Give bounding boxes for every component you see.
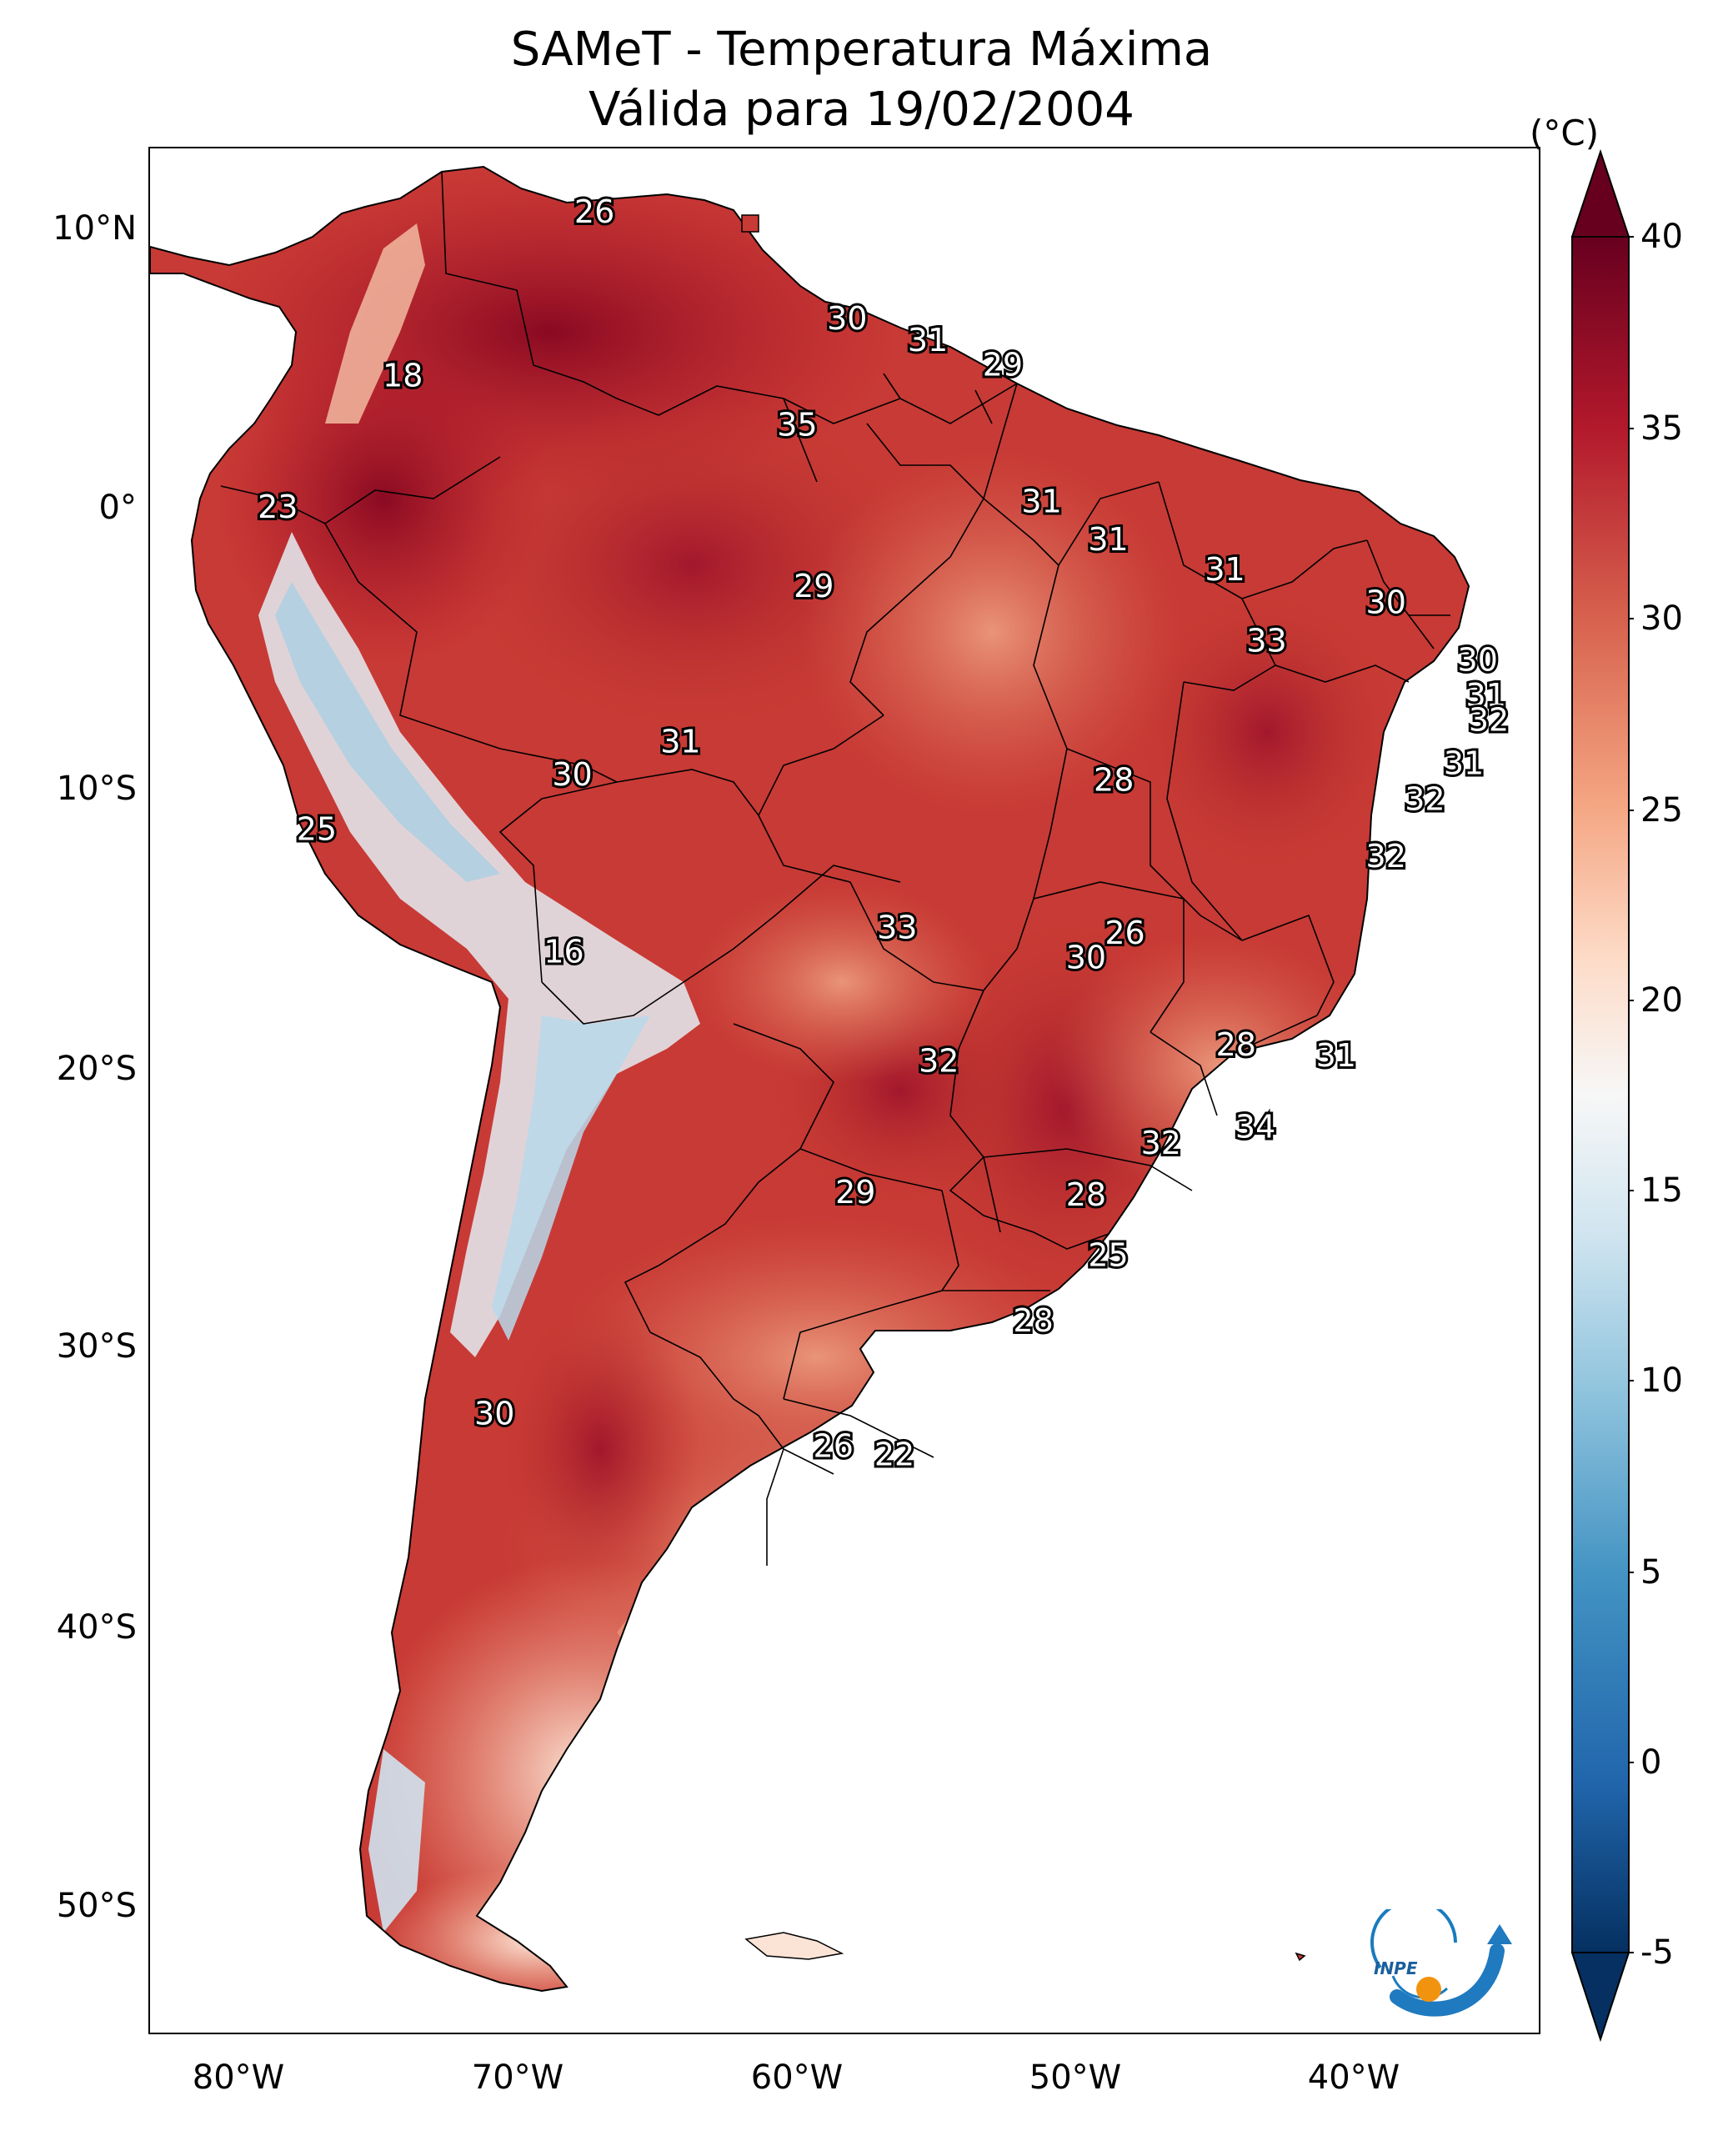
inpe-logo: INPE [1370, 1909, 1512, 2017]
station-value-label: 32 [1141, 1125, 1181, 1161]
station-value-label: 32 [919, 1043, 959, 1080]
station-value-label: 31 [1205, 551, 1245, 588]
station-value-label: 34 [1235, 1108, 1275, 1145]
station-value-label: 28 [1094, 761, 1134, 798]
colorbar-tick-40: 40 [1640, 218, 1683, 256]
lat-label-20S: 20°S [56, 1050, 137, 1088]
station-value-label: 25 [297, 810, 337, 847]
station-value-label: 30 [827, 300, 867, 337]
station-value-label: 31 [1316, 1037, 1356, 1074]
station-value-label: 28 [1013, 1302, 1053, 1339]
station-value-label: 16 [543, 934, 584, 970]
colorbar [1570, 148, 1634, 2043]
svg-text:INPE: INPE [1374, 1958, 1418, 1978]
temperature-field [150, 167, 1469, 1991]
lat-label-0: 0° [98, 489, 137, 527]
colorbar-tick-30: 30 [1640, 599, 1683, 638]
station-value-label: 30 [1066, 939, 1106, 975]
station-value-label: 32 [1469, 701, 1509, 738]
lon-label-60W: 60°W [750, 2058, 844, 2097]
lat-label-10N: 10°N [53, 209, 137, 248]
station-value-label: 30 [474, 1395, 514, 1431]
station-value-label: 29 [835, 1174, 875, 1211]
lon-label-50W: 50°W [1029, 2058, 1122, 2097]
station-value-label: 26 [814, 1428, 854, 1465]
station-value-label: 35 [777, 407, 817, 444]
lat-label-30S: 30°S [56, 1327, 137, 1366]
lon-label-70W: 70°W [471, 2058, 564, 2097]
station-value-label: 32 [1405, 780, 1445, 817]
station-value-label: 29 [794, 568, 834, 604]
station-value-label: 28 [1066, 1176, 1106, 1213]
station-value-label: 22 [874, 1436, 914, 1472]
station-value-label: 31 [1088, 521, 1128, 558]
station-value-label: 25 [1088, 1236, 1128, 1273]
station-value-label: 33 [877, 909, 917, 945]
lat-label-10S: 10°S [56, 770, 137, 808]
station-value-label: 26 [574, 193, 614, 230]
colorbar-unit: (°C) [1530, 113, 1600, 153]
lat-label-50S: 50°S [56, 1887, 137, 1925]
lon-label-40W: 40°W [1307, 2058, 1400, 2097]
colorbar-tick-5: 5 [1640, 1553, 1662, 1592]
colorbar-tick-10: 10 [1640, 1361, 1683, 1400]
map-panel: 26 30 31 29 18 35 23 31 31 31 29 30 33 30 31 32 31 31 30 28… [148, 147, 1540, 2034]
station-value-label: 30 [1458, 641, 1498, 678]
station-value-label: 30 [1366, 584, 1406, 621]
colorbar-tick-minus-5: -5 [1640, 1933, 1674, 1972]
station-value-label: 30 [552, 756, 592, 793]
station-value-label: 18 [383, 358, 423, 394]
station-value-label: 32 [1366, 838, 1406, 875]
station-value-label: 31 [1021, 483, 1061, 519]
chart-title-line-2: Válida para 19/02/2004 [589, 83, 1134, 137]
station-value-label: 31 [908, 322, 948, 358]
station-value-label: 33 [1246, 622, 1286, 659]
station-value-label: 23 [258, 489, 298, 525]
station-value-label: 31 [1444, 745, 1484, 782]
country-borders [220, 171, 1450, 1566]
station-value-label: 31 [1466, 677, 1506, 714]
lat-label-40S: 40°S [56, 1608, 137, 1647]
station-value-label: 31 [660, 724, 700, 760]
lon-label-80W: 80°W [192, 2058, 285, 2097]
colorbar-tick-15: 15 [1640, 1171, 1683, 1210]
colorbar-tick-25: 25 [1640, 791, 1683, 830]
station-value-label: 26 [1104, 915, 1144, 951]
station-value-label: 28 [1216, 1026, 1256, 1063]
colorbar-tick-20: 20 [1640, 981, 1683, 1020]
colorbar-tick-0: 0 [1640, 1743, 1662, 1782]
islands [741, 214, 1306, 1962]
colorbar-tick-35: 35 [1640, 409, 1683, 448]
station-value-label: 29 [983, 347, 1023, 384]
chart-title-line-1: SAMeT - Temperatura Máxima [510, 23, 1213, 77]
